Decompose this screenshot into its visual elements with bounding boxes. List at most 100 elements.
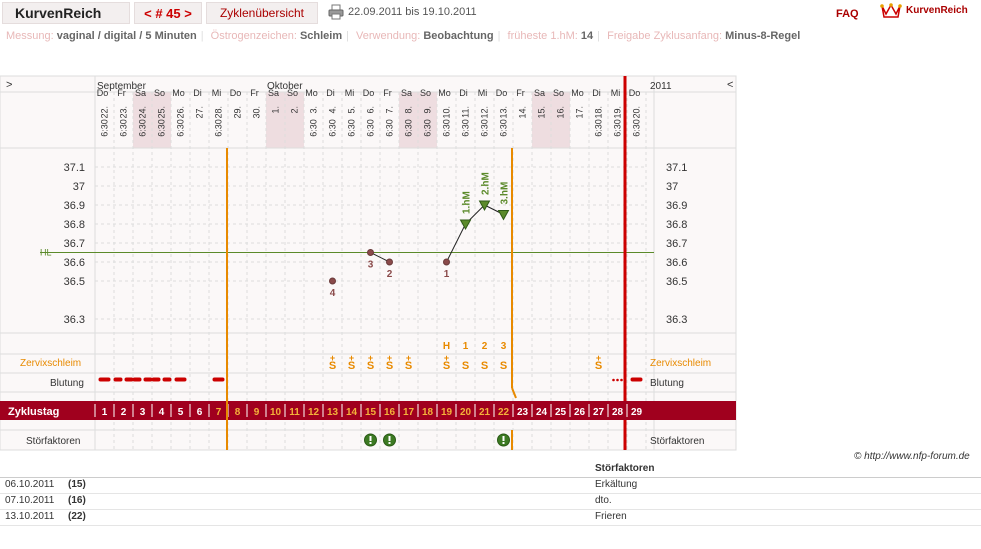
mucus-plus: + (387, 353, 392, 363)
cycle-day-number: 26 (574, 407, 586, 418)
temp-tick-left: 36.3 (64, 314, 85, 326)
day-time: 6:30 (309, 119, 319, 137)
day-date: 5. (347, 106, 357, 114)
day-weekday: Fr (383, 88, 392, 98)
day-time: 6:30 (328, 119, 338, 137)
temp-point-label: 4 (330, 288, 336, 299)
bleeding-mark (98, 377, 111, 382)
day-date: 28. (214, 106, 224, 119)
day-date: 8. (404, 106, 414, 114)
cycle-day-number: 17 (403, 407, 415, 418)
day-time: 6:30 (366, 119, 376, 137)
cycle-day-label: Zyklustag (8, 406, 59, 418)
cycle-day-number: 16 (384, 407, 396, 418)
mucus-marker: S (500, 360, 507, 372)
day-weekday: Sa (401, 88, 412, 98)
day-weekday: Mi (478, 88, 488, 98)
cycle-day-number: 18 (422, 407, 434, 418)
bleeding-mark (113, 377, 123, 382)
cycle-day-number: 15 (365, 407, 377, 418)
temp-point (367, 249, 374, 256)
mucus-marker: S (443, 360, 450, 372)
day-date: 10. (442, 106, 452, 119)
temp-tick-right: 36.5 (666, 276, 687, 288)
day-weekday: Do (363, 88, 375, 98)
day-time: 6:30 (442, 119, 452, 137)
cycle-day-number: 14 (346, 407, 358, 418)
day-date: 30. (252, 106, 262, 119)
row-cycle-day: (15) (68, 479, 86, 490)
cycle-day-number: 4 (159, 407, 165, 418)
mucus-marker: S (348, 360, 355, 372)
cycle-navigator[interactable]: < # 45 > (134, 2, 202, 24)
cycle-day-number: 24 (536, 407, 548, 418)
day-date: 24. (138, 106, 148, 119)
peak-label: 2 (482, 341, 488, 352)
hm-value: 14 (580, 30, 594, 42)
printer-icon[interactable] (328, 4, 344, 20)
high-temp-marker (478, 200, 491, 212)
bleeding-mark (132, 377, 142, 382)
day-time: 6:30 (423, 119, 433, 137)
disturb-row-label-right: Störfaktoren (650, 436, 704, 447)
temp-tick-right: 36.3 (666, 314, 687, 326)
mucus-marker: S (386, 360, 393, 372)
cycle-day-number: 7 (216, 407, 222, 418)
temp-tick-right: 36.6 (666, 257, 687, 269)
row-date: 13.10.2011 (5, 511, 55, 522)
messung-value: vaginal / digital / 5 Minuten (56, 30, 197, 42)
measurement-info: Messung: vaginal / digital / 5 Minuten | … (6, 30, 801, 42)
weekend-shade (418, 92, 437, 148)
faq-link[interactable]: FAQ (836, 8, 859, 20)
weekend-shade (266, 92, 285, 148)
row-cycle-day: (16) (68, 495, 86, 506)
cycle-overview-tab[interactable]: Zyklenübersicht (206, 2, 318, 24)
peak-label: 3 (501, 341, 507, 352)
date-range: 22.09.2011 bis 19.10.2011 (348, 6, 477, 18)
mucus-row-label-right: Zervixschleim (650, 358, 711, 369)
high-temp-label: 2.hM (481, 172, 492, 195)
day-weekday: Mi (611, 88, 621, 98)
disturbance-icon-mark (369, 436, 372, 441)
temp-tick-left: 36.7 (64, 238, 85, 250)
spotting-dot (616, 378, 619, 382)
table-row: 13.10.2011 (22) Frieren (0, 509, 981, 526)
weekend-shade (551, 92, 570, 148)
cycle-day-number: 3 (140, 407, 146, 418)
temp-tick-right: 36.9 (666, 200, 687, 212)
cycle-day-number: 22 (498, 407, 510, 418)
day-date: 23. (119, 106, 129, 119)
temp-point-label: 2 (387, 269, 393, 280)
chart-next-button[interactable]: < (727, 79, 733, 91)
mucus-plus: + (596, 353, 601, 363)
row-date: 07.10.2011 (5, 495, 55, 506)
temp-tick-left: 36.6 (64, 257, 85, 269)
weekend-shade (285, 92, 304, 148)
peak-label: H (443, 341, 450, 352)
mucus-plus: + (330, 353, 335, 363)
mucus-marker: S (405, 360, 412, 372)
bleeding-row-label-right: Blutung (650, 378, 684, 389)
day-time: 6:30 (385, 119, 395, 137)
day-date: 4. (328, 106, 338, 114)
weekend-shade (532, 92, 551, 148)
day-time: 6:30 (461, 119, 471, 137)
weekend-shade (399, 92, 418, 148)
app-title: KurvenReich (2, 2, 130, 24)
mucus-marker: S (462, 360, 469, 372)
day-time: 6:30 (499, 119, 509, 137)
chart-year: 2011 (650, 81, 672, 92)
bleeding-row-label: Blutung (50, 378, 84, 389)
mucus-plus: + (349, 353, 354, 363)
cycle-day-number: 13 (327, 407, 339, 418)
chart-prev-button[interactable]: > (6, 79, 12, 91)
day-date: 22. (100, 106, 110, 119)
oestrogen-label: Östrogenzeichen: (210, 30, 297, 42)
day-time: 6:30 (632, 119, 642, 137)
chart-background (0, 75, 737, 451)
temp-tick-left: 37.1 (64, 162, 85, 174)
disturb-row-label: Störfaktoren (26, 436, 80, 447)
mucus-plus: + (444, 353, 449, 363)
day-date: 3. (309, 106, 319, 114)
temp-curve-segment (446, 223, 466, 263)
